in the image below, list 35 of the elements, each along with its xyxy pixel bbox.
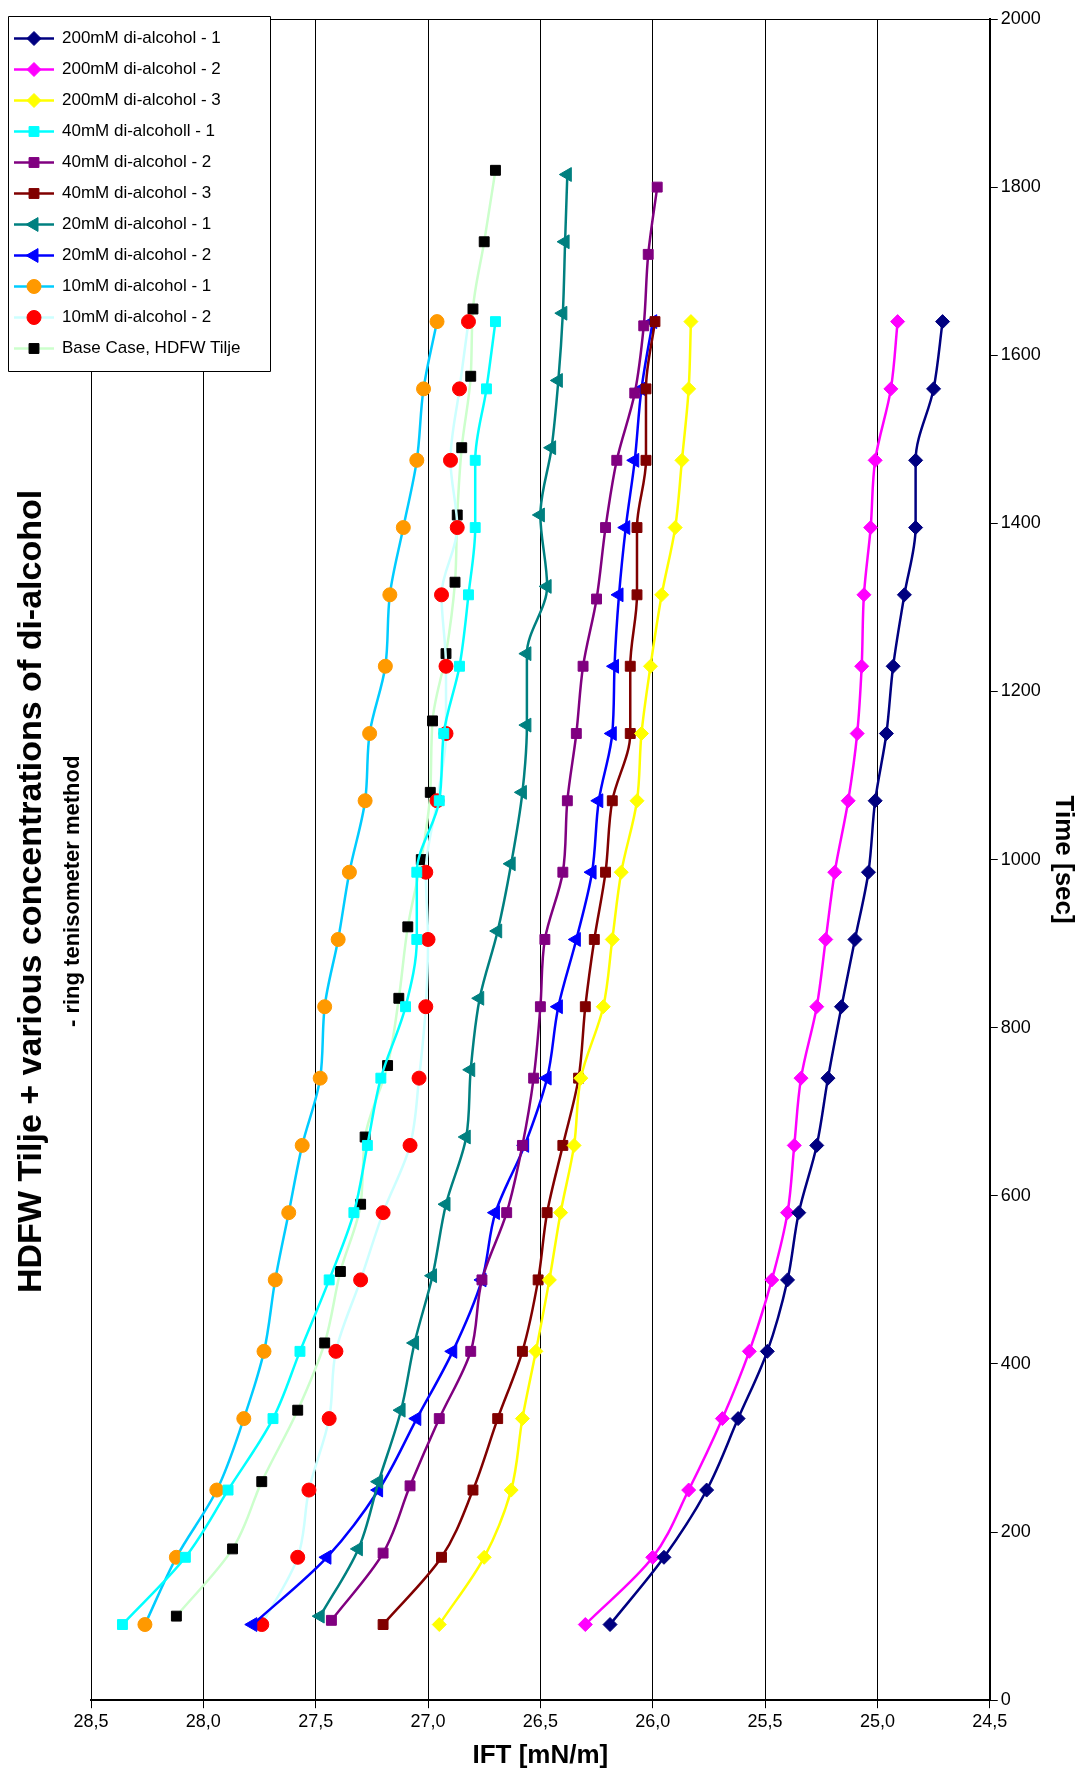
x-tick-label: 28,0 bbox=[185, 1710, 221, 1731]
x-tick-label: 27,5 bbox=[298, 1710, 334, 1731]
x-axis-title: IFT [mN/m] bbox=[472, 1738, 609, 1769]
legend-label: 40mM di-alcohol - 3 bbox=[62, 183, 212, 203]
y-tick-label: 1200 bbox=[1000, 680, 1041, 701]
x-tick-label: 26,0 bbox=[635, 1710, 671, 1731]
legend-label: Base Case, HDFW Tilje bbox=[62, 338, 241, 358]
legend-label: 20mM di-alcohol - 1 bbox=[62, 214, 212, 234]
legend-label: 200mM di-alcohol - 2 bbox=[62, 59, 221, 79]
text: - ring tenisometer method bbox=[59, 755, 84, 1028]
legend-label: 20mM di-alcohol - 2 bbox=[62, 245, 212, 265]
legend-label: 10mM di-alcohol - 1 bbox=[62, 276, 212, 296]
legend-label: 40mM di-alcohol - 2 bbox=[62, 152, 212, 172]
y-tick-label: 600 bbox=[1000, 1184, 1031, 1205]
legend-label: 40mM di-alcoholl - 1 bbox=[62, 121, 216, 141]
y-tick-label: 0 bbox=[1000, 1689, 1011, 1710]
y-tick-label: 2000 bbox=[1000, 7, 1041, 28]
legend-label: 200mM di-alcohol - 3 bbox=[62, 90, 221, 110]
legend-label: 10mM di-alcohol - 2 bbox=[62, 307, 212, 327]
y-tick-label: 1800 bbox=[1000, 176, 1041, 197]
y-tick-label: 1600 bbox=[1000, 344, 1041, 365]
x-tick-label: 27,0 bbox=[410, 1710, 446, 1731]
legend-label: 200mM di-alcohol - 1 bbox=[62, 28, 221, 48]
x-tick-label: 24,5 bbox=[972, 1710, 1008, 1731]
y-tick-label: 200 bbox=[1000, 1521, 1031, 1542]
y-tick-label: 1400 bbox=[1000, 512, 1041, 533]
text: HDFW Tilje + various concentrations of di-alcohol bbox=[9, 488, 49, 1296]
y-axis-title: Time [sec] bbox=[1050, 795, 1081, 924]
y-tick-label: 800 bbox=[1000, 1016, 1031, 1037]
x-tick-label: 25,5 bbox=[747, 1710, 783, 1731]
x-tick-label: 28,5 bbox=[73, 1710, 109, 1731]
y-tick-label: 1000 bbox=[1000, 848, 1041, 869]
x-tick-label: 26,5 bbox=[522, 1710, 558, 1731]
x-tick-label: 25,0 bbox=[859, 1710, 895, 1731]
y-tick-label: 400 bbox=[1000, 1352, 1031, 1373]
